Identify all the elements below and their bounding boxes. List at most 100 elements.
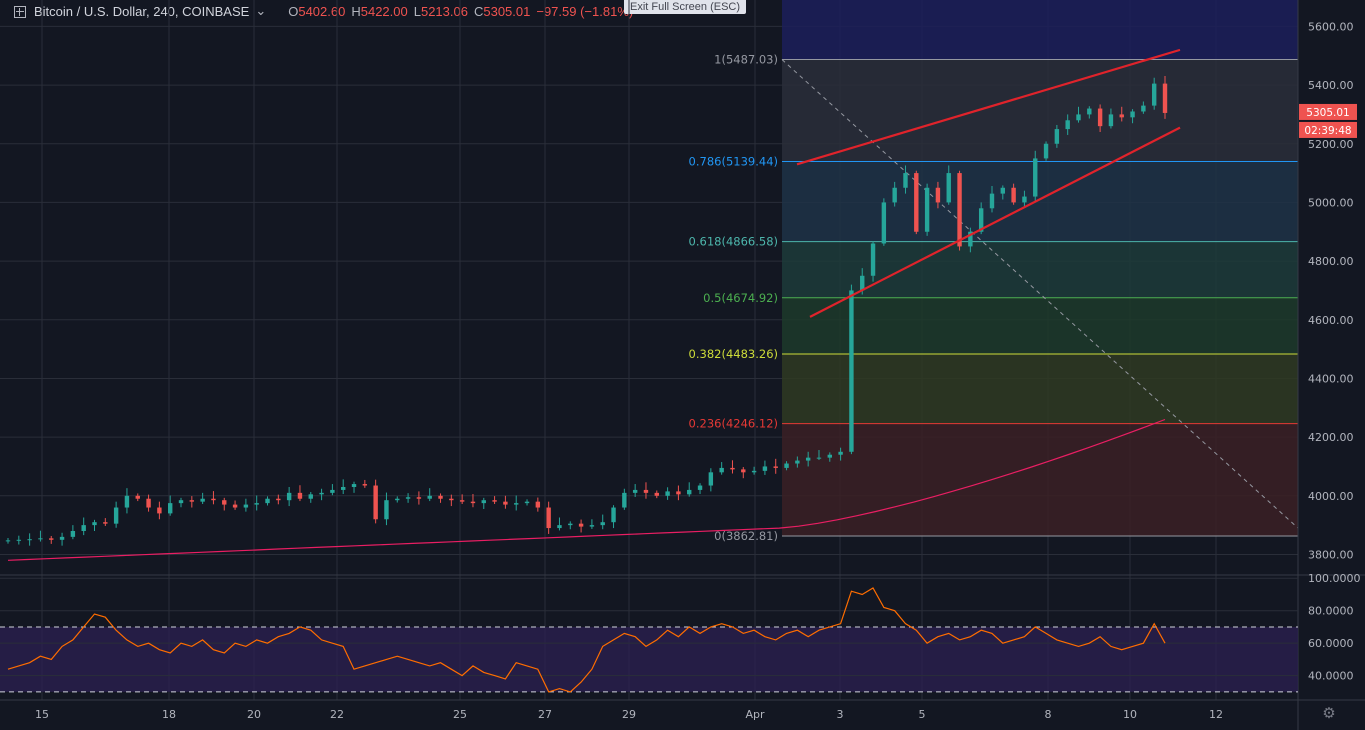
rsi-line — [7, 587, 1166, 693]
fib-level-label: 0.236(4246.12) — [689, 417, 778, 431]
candle-body — [914, 173, 919, 232]
candle-body — [762, 466, 768, 471]
price-tick-label: 4600.00 — [1308, 314, 1354, 327]
candle-body — [167, 503, 173, 514]
candle-body — [222, 500, 227, 505]
candle-body — [535, 501, 541, 508]
fib-zone — [782, 297, 1298, 355]
candle-body — [470, 501, 476, 504]
candle-body — [1119, 114, 1124, 118]
candle-body — [784, 463, 789, 468]
candle-body — [524, 501, 530, 504]
fib-zone — [782, 423, 1298, 537]
candle-body — [286, 492, 292, 501]
wedge-upper-line — [796, 48, 1181, 166]
candle-body — [622, 492, 627, 508]
fib-level-label: 0(3862.81) — [714, 529, 778, 543]
fib-zone — [782, 161, 1298, 242]
candle-body — [1087, 108, 1092, 115]
candle-body — [395, 498, 400, 501]
candle-body — [1141, 105, 1146, 112]
candle-body — [276, 498, 281, 501]
candle-body — [265, 498, 270, 504]
price-tick-label: 4400.00 — [1308, 372, 1354, 385]
price-tick-label: 4800.00 — [1308, 255, 1354, 268]
gear-icon[interactable]: ⚙ — [1322, 704, 1336, 722]
low-label: L — [413, 3, 421, 19]
close-label: C — [473, 3, 484, 19]
time-tick-label: 8 — [1045, 708, 1052, 721]
candle-body — [1130, 111, 1135, 118]
candle-body — [427, 495, 432, 499]
change-value: −97.59 (−1.81%) — [536, 3, 634, 19]
candle-body — [989, 193, 995, 209]
candle-body — [795, 460, 800, 464]
time-tick-label: 5 — [919, 708, 926, 721]
candle-body — [838, 451, 843, 455]
symbol-dropdown-icon[interactable]: ⌄ — [255, 3, 267, 18]
fib-zone — [782, 59, 1298, 162]
candle-body — [1054, 129, 1060, 144]
chart-header: Bitcoin / U.S. Dollar, 240, COINBASE ⌄ O… — [0, 0, 633, 22]
candle-body — [924, 187, 930, 232]
candle-body — [1000, 187, 1006, 194]
candle-body — [1011, 187, 1016, 203]
candle-body — [124, 495, 130, 508]
fib-level-label: 0.786(5139.44) — [689, 155, 778, 169]
candle-body — [708, 472, 714, 486]
exit-fullscreen-toast[interactable]: Exit Full Screen (ESC) — [624, 0, 747, 14]
candle-body — [189, 500, 195, 502]
candle-body — [113, 507, 119, 524]
candle-body — [449, 498, 454, 501]
candle-body — [70, 530, 76, 537]
candle-body — [881, 202, 887, 244]
price-tick-label: 5400.00 — [1308, 79, 1354, 92]
rsi-tick-label: 60.0000 — [1308, 637, 1354, 650]
candle-body — [611, 507, 616, 523]
fib-level-label: 0.5(4674.92) — [703, 291, 778, 305]
candle-body — [211, 498, 216, 501]
candle-body — [654, 492, 659, 496]
rsi-tick-label: 100.0000 — [1308, 572, 1361, 585]
time-tick-label: 15 — [35, 708, 49, 721]
candle-body — [676, 491, 681, 495]
candle-body — [773, 466, 778, 468]
candle-body — [405, 497, 411, 499]
price-badge — [1299, 103, 1357, 120]
low-value: 5213.06 — [420, 3, 468, 19]
candle-body — [1022, 196, 1027, 203]
countdown-badge-value: 02:39:48 — [1304, 125, 1351, 137]
close-value: 5305.01 — [483, 3, 531, 19]
candle-body — [362, 484, 368, 486]
price-tick-label: 3800.00 — [1308, 548, 1354, 561]
candle-body — [416, 497, 422, 499]
candle-body — [805, 457, 811, 461]
candle-body — [1097, 108, 1103, 127]
fib-level-label: 0.618(4866.58) — [689, 235, 778, 249]
fib-zone — [782, 354, 1298, 424]
candle-body — [157, 507, 162, 514]
candle-body — [1162, 83, 1168, 113]
candle-body — [373, 485, 378, 520]
candle-body — [643, 489, 649, 493]
candle-body — [1076, 114, 1081, 121]
candle-body — [49, 538, 54, 540]
candle-body — [135, 495, 140, 499]
candle-body — [632, 489, 638, 493]
price-tick-label: 5600.00 — [1308, 20, 1354, 33]
time-tick-label: 3 — [837, 708, 844, 721]
candle-body — [816, 457, 822, 459]
symbol-title[interactable]: Bitcoin / U.S. Dollar, 240, COINBASE — [34, 3, 250, 19]
candle-body — [178, 500, 184, 504]
high-value: 5422.00 — [360, 3, 408, 19]
candle-body — [5, 540, 11, 542]
fib-zone — [782, 241, 1298, 298]
rsi-tick-label: 40.0000 — [1308, 670, 1354, 683]
candle-body — [384, 500, 389, 520]
price-tick-label: 5000.00 — [1308, 196, 1354, 209]
plus-square-icon[interactable] — [14, 6, 26, 18]
candle-body — [600, 522, 605, 526]
open-label: O — [288, 3, 299, 19]
candle-body — [232, 504, 238, 508]
